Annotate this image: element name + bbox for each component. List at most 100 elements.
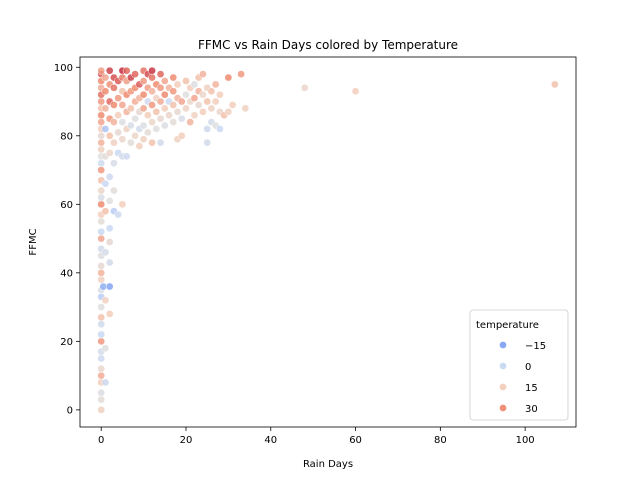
data-point-158 xyxy=(182,77,190,85)
data-point-58 xyxy=(105,258,114,267)
data-point-163 xyxy=(190,94,199,102)
legend-marker-2 xyxy=(499,383,507,391)
data-point-0 xyxy=(97,406,106,414)
data-point-145 xyxy=(169,118,178,126)
data-point-57 xyxy=(105,282,114,291)
data-point-155 xyxy=(177,97,186,106)
data-point-118 xyxy=(143,128,152,137)
data-point-187 xyxy=(228,101,237,109)
data-point-11 xyxy=(97,313,106,322)
data-point-185 xyxy=(224,107,233,116)
data-point-85 xyxy=(118,135,127,144)
data-point-99 xyxy=(127,104,135,113)
data-point-133 xyxy=(156,138,165,147)
data-point-70 xyxy=(110,186,118,195)
data-point-128 xyxy=(148,66,156,75)
data-point-48 xyxy=(101,248,110,257)
data-point-71 xyxy=(110,159,118,168)
data-point-146 xyxy=(169,101,178,109)
x-axis: 0 20 40 60 80 100 xyxy=(98,427,535,446)
data-point-157 xyxy=(182,90,190,99)
data-point-176 xyxy=(207,104,216,113)
legend-entries: −15 0 15 30 xyxy=(499,341,546,415)
data-point-112 xyxy=(139,135,148,144)
data-point-156 xyxy=(182,104,190,113)
data-point-192 xyxy=(550,80,559,89)
data-point-22 xyxy=(97,217,106,226)
data-point-171 xyxy=(203,138,212,147)
data-point-124 xyxy=(148,118,156,126)
legend-box xyxy=(469,309,569,421)
data-point-189 xyxy=(241,104,250,113)
legend: temperature −15 0 15 30 xyxy=(469,309,569,421)
data-point-114 xyxy=(139,104,148,113)
legend-label-0: −15 xyxy=(525,341,546,352)
y-tick-label-20: 20 xyxy=(60,337,73,348)
y-axis-label: FFMC xyxy=(28,228,39,255)
data-point-49 xyxy=(101,207,110,216)
data-point-29 xyxy=(97,159,106,168)
legend-title: temperature xyxy=(476,320,539,331)
data-point-73 xyxy=(110,118,118,126)
data-point-129 xyxy=(152,125,161,133)
data-point-107 xyxy=(135,142,144,150)
data-point-61 xyxy=(105,197,114,205)
data-point-28 xyxy=(97,166,106,174)
data-point-83 xyxy=(118,200,127,209)
x-tick-label-0: 0 xyxy=(98,435,104,446)
data-point-181 xyxy=(216,125,224,133)
data-point-168 xyxy=(199,107,207,116)
data-point-103 xyxy=(131,114,139,123)
y-axis: 0 20 40 60 80 100 xyxy=(54,63,80,416)
data-point-79 xyxy=(114,128,123,137)
data-point-154 xyxy=(177,114,186,123)
data-point-8 xyxy=(97,337,106,346)
data-point-188 xyxy=(237,70,245,78)
data-point-153 xyxy=(177,131,186,140)
data-point-190 xyxy=(300,83,309,92)
data-point-45 xyxy=(101,378,110,387)
data-point-38 xyxy=(97,97,106,106)
points-layer xyxy=(97,66,559,414)
data-point-77 xyxy=(114,210,123,219)
data-point-125 xyxy=(148,101,156,109)
data-point-81 xyxy=(114,94,123,102)
data-point-134 xyxy=(156,114,165,123)
data-point-87 xyxy=(118,101,127,109)
data-point-123 xyxy=(148,138,156,147)
y-tick-label-0: 0 xyxy=(67,405,73,416)
data-point-137 xyxy=(156,70,165,78)
x-tick-label-40: 40 xyxy=(264,435,277,446)
legend-marker-0 xyxy=(499,341,507,349)
data-point-4 xyxy=(97,371,106,380)
data-point-33 xyxy=(97,131,106,140)
data-point-116 xyxy=(139,77,148,85)
data-point-26 xyxy=(97,186,106,195)
data-point-136 xyxy=(156,83,165,92)
data-point-64 xyxy=(105,131,114,140)
data-point-1 xyxy=(97,395,106,404)
data-point-139 xyxy=(160,104,169,113)
data-point-106 xyxy=(131,70,139,78)
data-point-54 xyxy=(101,87,110,96)
data-point-50 xyxy=(101,179,110,188)
data-point-152 xyxy=(173,80,182,89)
data-point-59 xyxy=(105,238,114,246)
data-point-5 xyxy=(97,364,106,373)
data-point-191 xyxy=(351,87,360,96)
data-point-172 xyxy=(203,125,212,133)
x-tick-label-100: 100 xyxy=(516,435,535,446)
x-axis-label: Rain Days xyxy=(303,459,353,470)
data-point-47 xyxy=(101,296,110,305)
data-point-138 xyxy=(160,121,169,130)
data-point-16 xyxy=(97,268,106,277)
data-point-2 xyxy=(97,388,106,397)
data-point-74 xyxy=(110,101,118,109)
data-point-180 xyxy=(211,80,220,89)
data-point-130 xyxy=(152,107,161,116)
data-point-115 xyxy=(139,90,148,99)
data-point-148 xyxy=(169,73,178,82)
data-point-150 xyxy=(173,107,182,116)
data-point-173 xyxy=(203,97,212,106)
